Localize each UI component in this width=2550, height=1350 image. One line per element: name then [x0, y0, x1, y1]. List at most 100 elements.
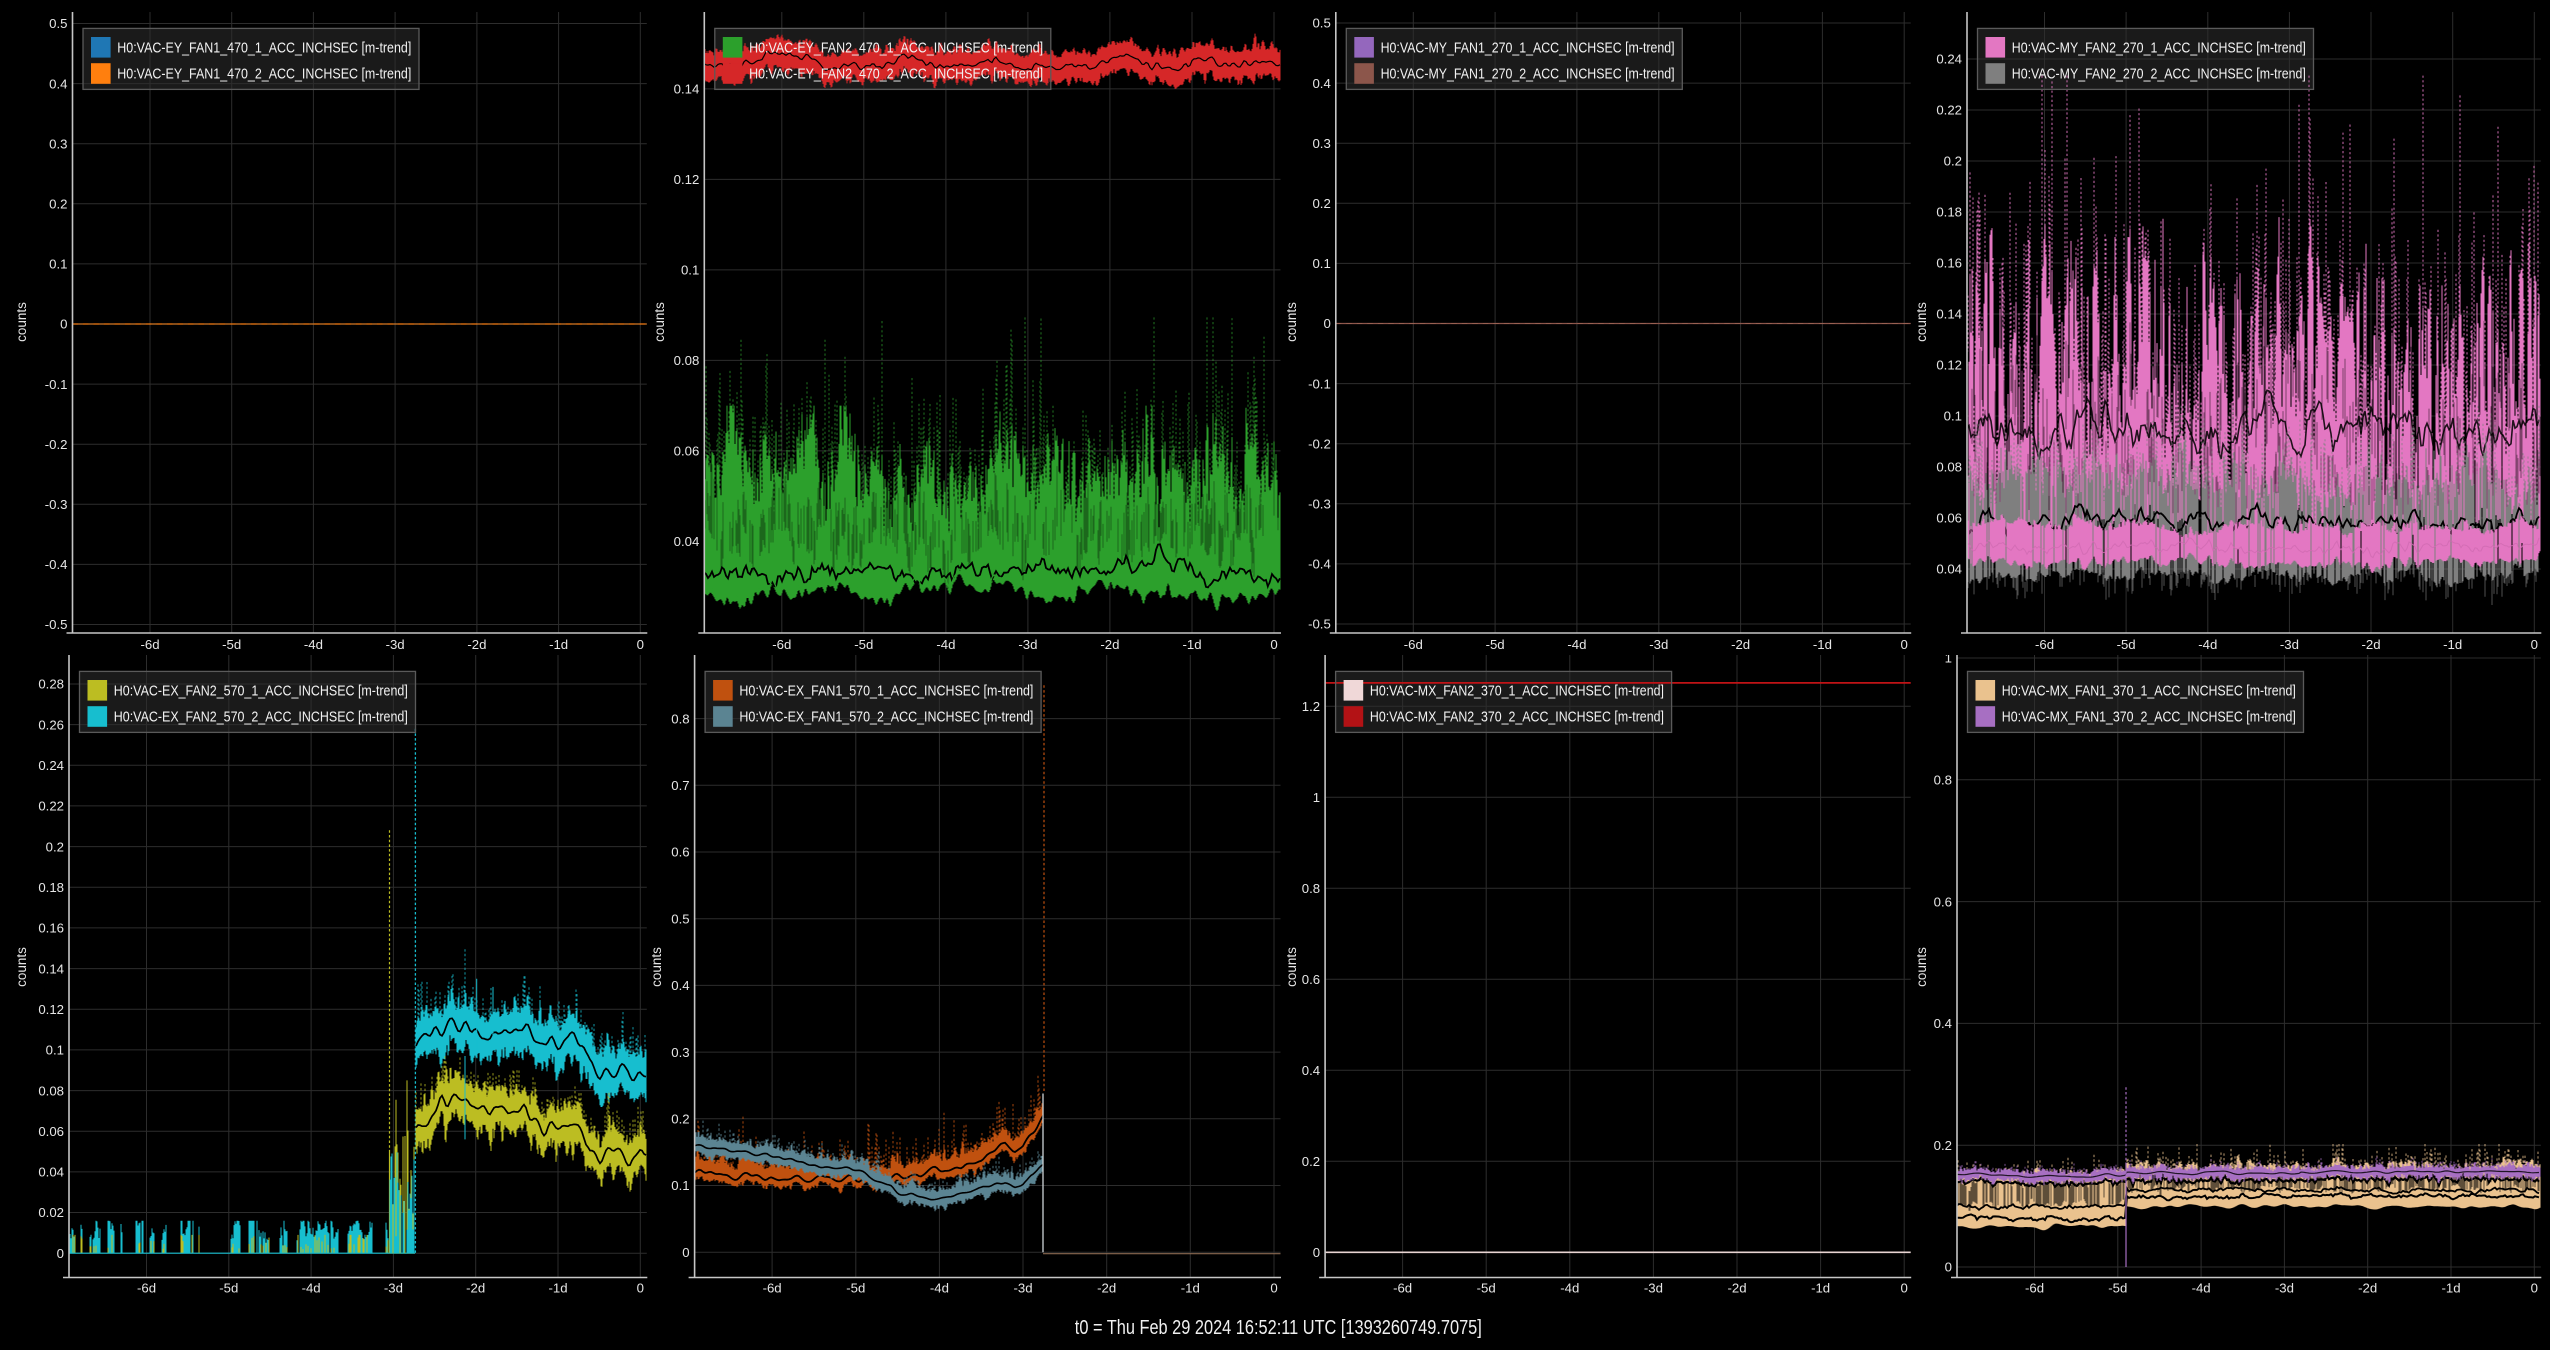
svg-text:1.2: 1.2	[1302, 699, 1320, 714]
svg-text:-5d: -5d	[219, 1281, 238, 1296]
svg-text:0.06: 0.06	[674, 444, 700, 459]
svg-text:H0:VAC-MX_FAN1_370_1_ACC_INCHS: H0:VAC-MX_FAN1_370_1_ACC_INCHSEC [m-tren…	[2002, 682, 2296, 699]
svg-text:-1d: -1d	[1811, 1281, 1830, 1296]
svg-text:-0.4: -0.4	[1308, 557, 1331, 572]
svg-text:0: 0	[637, 637, 644, 652]
svg-text:-3d: -3d	[1018, 637, 1037, 652]
svg-text:H0:VAC-MY_FAN2_270_2_ACC_INCHS: H0:VAC-MY_FAN2_270_2_ACC_INCHSEC [m-tren…	[2012, 66, 2306, 83]
svg-text:H0:VAC-EX_FAN2_570_2_ACC_INCHS: H0:VAC-EX_FAN2_570_2_ACC_INCHSEC [m-tren…	[114, 709, 408, 726]
svg-text:0: 0	[637, 1281, 644, 1296]
svg-text:0.02: 0.02	[38, 1205, 64, 1220]
svg-text:0.06: 0.06	[38, 1124, 64, 1139]
svg-text:0.14: 0.14	[674, 82, 700, 97]
svg-text:-3d: -3d	[1644, 1281, 1663, 1296]
svg-text:0.1: 0.1	[46, 1043, 64, 1058]
svg-text:0.18: 0.18	[38, 880, 64, 895]
svg-text:-6d: -6d	[1393, 1281, 1412, 1296]
svg-text:-6d: -6d	[772, 637, 791, 652]
svg-text:-6d: -6d	[137, 1281, 156, 1296]
svg-text:0.6: 0.6	[671, 845, 689, 860]
svg-text:H0:VAC-EX_FAN1_570_2_ACC_INCHS: H0:VAC-EX_FAN1_570_2_ACC_INCHSEC [m-tren…	[739, 709, 1033, 726]
svg-text:t0 = Thu Feb 29 2024 16:52:11: t0 = Thu Feb 29 2024 16:52:11 UTC [13932…	[1075, 1316, 1482, 1339]
svg-text:0.12: 0.12	[674, 172, 700, 187]
svg-text:H0:VAC-MY_FAN1_270_1_ACC_INCHS: H0:VAC-MY_FAN1_270_1_ACC_INCHSEC [m-tren…	[1381, 39, 1675, 56]
svg-text:0.5: 0.5	[671, 911, 689, 926]
svg-text:H0:VAC-MX_FAN1_370_2_ACC_INCHS: H0:VAC-MX_FAN1_370_2_ACC_INCHSEC [m-tren…	[2002, 709, 2296, 726]
svg-text:1: 1	[1313, 790, 1320, 805]
svg-text:0.12: 0.12	[38, 1002, 64, 1017]
svg-text:-0.3: -0.3	[45, 497, 68, 512]
svg-text:-3d: -3d	[384, 1281, 403, 1296]
svg-text:0.22: 0.22	[38, 799, 64, 814]
svg-text:-1d: -1d	[548, 1281, 567, 1296]
svg-text:-0.2: -0.2	[45, 437, 68, 452]
svg-text:0.04: 0.04	[38, 1165, 64, 1180]
svg-text:-4d: -4d	[936, 637, 955, 652]
svg-text:0: 0	[2531, 637, 2538, 652]
svg-text:0.3: 0.3	[49, 136, 67, 151]
svg-text:-3d: -3d	[1013, 1281, 1032, 1296]
svg-text:0: 0	[1901, 637, 1908, 652]
svg-text:0.26: 0.26	[38, 717, 64, 732]
svg-text:0.24: 0.24	[1936, 52, 1962, 67]
svg-text:0: 0	[1313, 1245, 1320, 1260]
svg-text:-3d: -3d	[2280, 637, 2299, 652]
svg-text:0.8: 0.8	[1302, 881, 1320, 896]
svg-text:0.6: 0.6	[1934, 894, 1952, 909]
svg-text:0.14: 0.14	[1936, 307, 1962, 322]
svg-text:0.04: 0.04	[674, 534, 700, 549]
svg-text:-2d: -2d	[2358, 1281, 2377, 1296]
svg-text:0.3: 0.3	[671, 1045, 689, 1060]
svg-text:0.1: 0.1	[681, 263, 699, 278]
svg-text:-6d: -6d	[2035, 637, 2054, 652]
svg-text:0.08: 0.08	[1936, 460, 1962, 475]
svg-text:0.7: 0.7	[671, 778, 689, 793]
svg-text:-0.3: -0.3	[1308, 497, 1331, 512]
svg-text:0: 0	[1270, 637, 1277, 652]
svg-text:-3d: -3d	[2275, 1281, 2294, 1296]
svg-text:0.06: 0.06	[1936, 511, 1962, 526]
svg-text:0.2: 0.2	[46, 839, 64, 854]
svg-text:0.4: 0.4	[1302, 1063, 1320, 1078]
svg-text:0.28: 0.28	[38, 677, 64, 692]
svg-text:-5d: -5d	[2117, 637, 2136, 652]
svg-text:-1d: -1d	[549, 637, 568, 652]
svg-text:-2d: -2d	[466, 1281, 485, 1296]
svg-text:-6d: -6d	[140, 637, 159, 652]
svg-text:-5d: -5d	[222, 637, 241, 652]
svg-text:0.08: 0.08	[38, 1083, 64, 1098]
svg-text:0.4: 0.4	[49, 76, 67, 91]
svg-text:H0:VAC-EY_FAN2_470_2_ACC_INCHS: H0:VAC-EY_FAN2_470_2_ACC_INCHSEC [m-tren…	[749, 66, 1043, 83]
svg-text:-6d: -6d	[1404, 637, 1423, 652]
svg-text:0.2: 0.2	[671, 1112, 689, 1127]
svg-text:-4d: -4d	[930, 1281, 949, 1296]
svg-text:-4d: -4d	[1560, 1281, 1579, 1296]
svg-text:0.2: 0.2	[1934, 1138, 1952, 1153]
svg-text:0.1: 0.1	[1312, 256, 1330, 271]
svg-text:-0.4: -0.4	[45, 557, 68, 572]
svg-text:0.2: 0.2	[1312, 196, 1330, 211]
svg-text:1: 1	[1945, 651, 1952, 666]
svg-text:-0.1: -0.1	[45, 377, 68, 392]
svg-text:0: 0	[682, 1245, 689, 1260]
svg-text:0.4: 0.4	[1934, 1016, 1952, 1031]
svg-text:counts: counts	[1284, 302, 1299, 342]
svg-text:-4d: -4d	[2192, 1281, 2211, 1296]
svg-text:-2d: -2d	[467, 637, 486, 652]
svg-text:-1d: -1d	[1813, 637, 1832, 652]
svg-text:H0:VAC-EX_FAN2_570_1_ACC_INCHS: H0:VAC-EX_FAN2_570_1_ACC_INCHSEC [m-tren…	[114, 682, 408, 699]
svg-text:0.1: 0.1	[49, 257, 67, 272]
svg-text:0: 0	[57, 1246, 64, 1261]
svg-text:-5d: -5d	[1477, 1281, 1496, 1296]
svg-text:0.3: 0.3	[1312, 136, 1330, 151]
svg-text:counts: counts	[14, 947, 29, 987]
svg-text:0.2: 0.2	[49, 197, 67, 212]
svg-text:0.16: 0.16	[1936, 256, 1962, 271]
svg-text:-5d: -5d	[2108, 1281, 2127, 1296]
svg-text:0.14: 0.14	[38, 961, 64, 976]
svg-text:0: 0	[1323, 316, 1330, 331]
svg-text:counts: counts	[652, 302, 667, 342]
svg-text:0.18: 0.18	[1936, 205, 1962, 220]
svg-text:0.4: 0.4	[671, 978, 689, 993]
svg-text:0.04: 0.04	[1936, 562, 1962, 577]
